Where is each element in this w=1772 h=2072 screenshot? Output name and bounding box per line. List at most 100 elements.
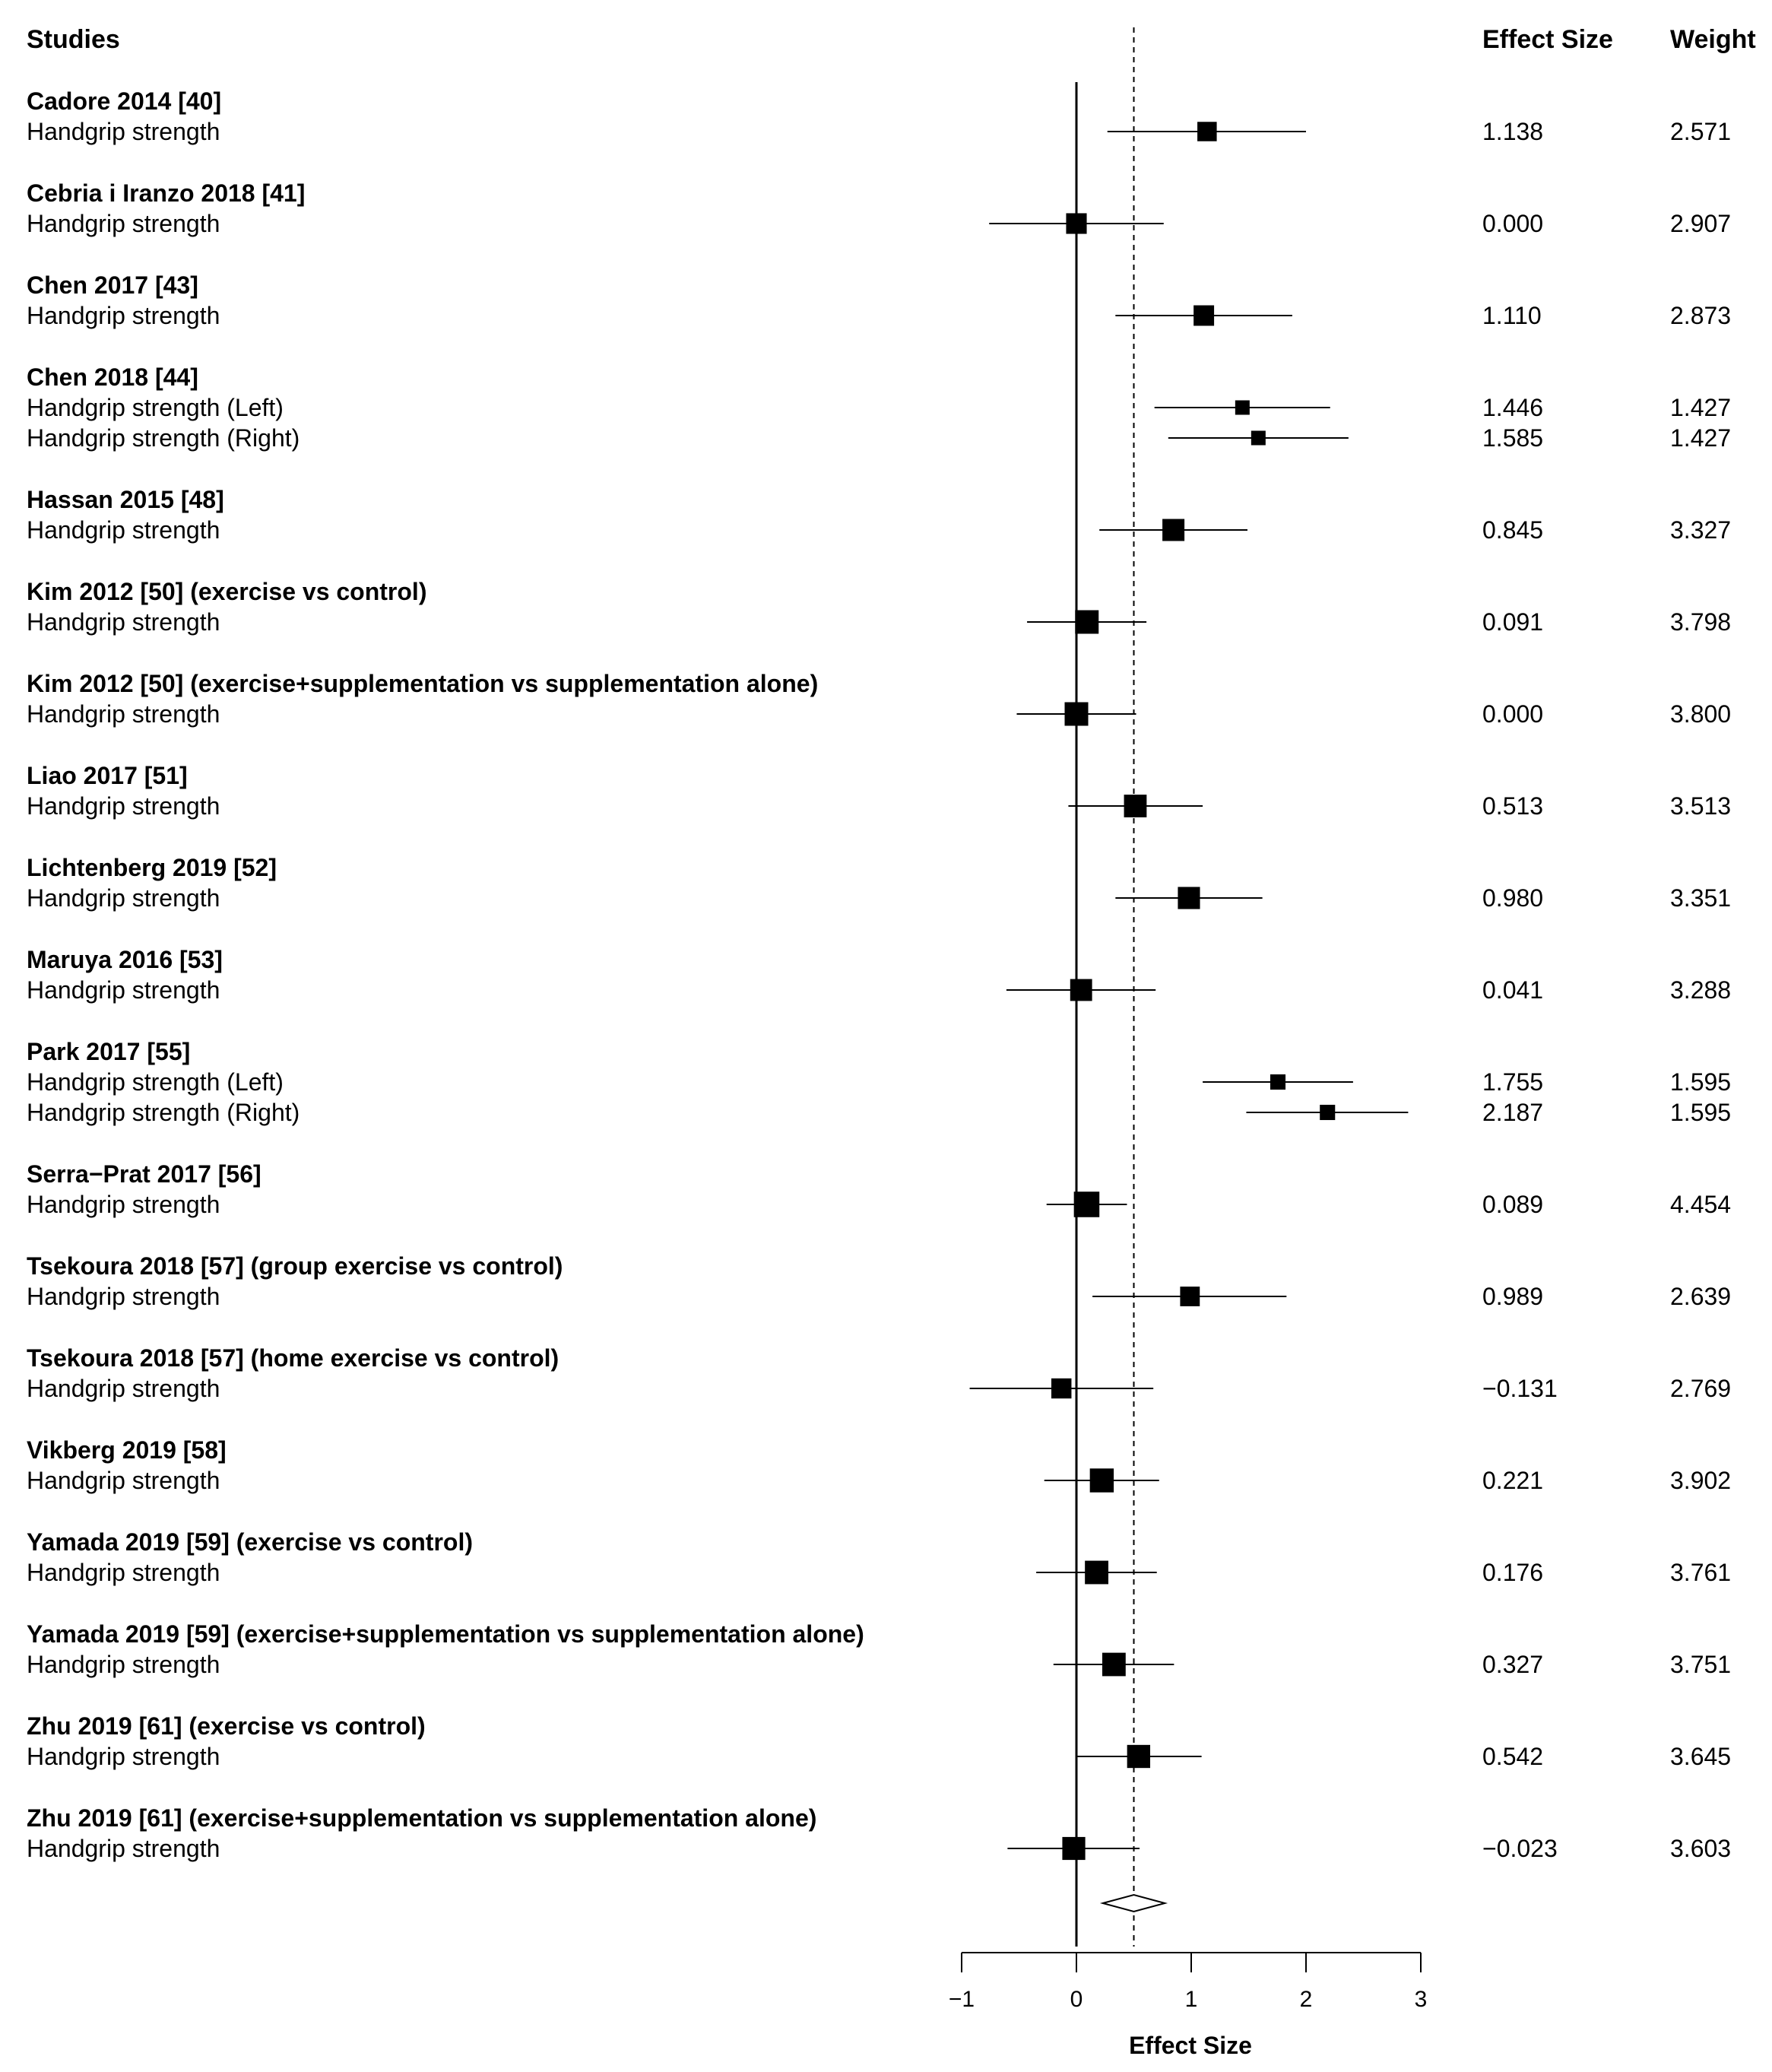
effect-size-value: 2.187 xyxy=(1482,1099,1543,1126)
study-name: Chen 2018 [44] xyxy=(27,363,198,391)
effect-size-value: 1.138 xyxy=(1482,118,1543,145)
study-name: Vikberg 2019 [58] xyxy=(27,1436,227,1464)
study-name: Cadore 2014 [40] xyxy=(27,87,221,115)
effect-size-value: −0.023 xyxy=(1482,1835,1558,1862)
study-name: Kim 2012 [50] (exercise+supplementation … xyxy=(27,670,818,697)
study-name: Yamada 2019 [59] (exercise vs control) xyxy=(27,1528,473,1556)
effect-size-value: 1.446 xyxy=(1482,394,1543,421)
effect-size-value: 0.542 xyxy=(1482,1743,1543,1770)
weight-value: 1.427 xyxy=(1670,394,1731,421)
effect-size-marker xyxy=(1270,1074,1286,1090)
outcome-label: Handgrip strength xyxy=(27,792,220,820)
effect-size-marker xyxy=(1162,519,1185,541)
outcome-label: Handgrip strength xyxy=(27,1375,220,1402)
summary-diamond xyxy=(1099,1893,1168,1913)
effect-size-marker xyxy=(1064,702,1089,726)
x-tick-label: 2 xyxy=(1300,1987,1313,2012)
weight-value: 3.800 xyxy=(1670,700,1731,728)
weight-value: 2.873 xyxy=(1670,302,1731,329)
outcome-label: Handgrip strength (Left) xyxy=(27,1068,284,1096)
outcome-label: Handgrip strength xyxy=(27,210,220,237)
effect-size-marker xyxy=(1197,122,1217,141)
effect-size-marker xyxy=(1089,1468,1114,1493)
effect-size-value: 0.989 xyxy=(1482,1283,1543,1310)
weight-value: 3.513 xyxy=(1670,792,1731,820)
x-tick-label: 0 xyxy=(1070,1987,1083,2012)
effect-size-value: 0.845 xyxy=(1482,516,1543,544)
outcome-label: Handgrip strength xyxy=(27,1559,220,1586)
outcome-label: Handgrip strength xyxy=(27,516,220,544)
study-name: Zhu 2019 [61] (exercise+supplementation … xyxy=(27,1804,816,1832)
outcome-label: Handgrip strength xyxy=(27,1651,220,1678)
study-name: Tsekoura 2018 [57] (group exercise vs co… xyxy=(27,1252,563,1280)
outcome-label: Handgrip strength xyxy=(27,302,220,329)
plot-area xyxy=(969,27,1409,1947)
effect-size-marker xyxy=(1180,1287,1200,1306)
weight-value: 3.751 xyxy=(1670,1651,1731,1678)
weight-value: 1.595 xyxy=(1670,1099,1731,1126)
effect-size-value: 0.176 xyxy=(1482,1559,1543,1586)
outcome-label: Handgrip strength xyxy=(27,608,220,636)
outcome-label: Handgrip strength xyxy=(27,700,220,728)
study-name: Serra−Prat 2017 [56] xyxy=(27,1160,262,1188)
weight-value: 3.645 xyxy=(1670,1743,1731,1770)
effect-size-marker xyxy=(1127,1744,1151,1769)
outcome-label: Handgrip strength xyxy=(27,1835,220,1862)
effect-size-marker xyxy=(1066,213,1087,234)
effect-size-marker xyxy=(1193,305,1215,326)
effect-size-value: 0.221 xyxy=(1482,1467,1543,1494)
outcome-label: Handgrip strength xyxy=(27,976,220,1004)
weight-value: 3.902 xyxy=(1670,1467,1731,1494)
study-name: Lichtenberg 2019 [52] xyxy=(27,854,277,881)
effect-size-value: 1.585 xyxy=(1482,424,1543,452)
weight-value: 3.798 xyxy=(1670,608,1731,636)
weight-value: 1.427 xyxy=(1670,424,1731,452)
effect-size-value: 0.000 xyxy=(1482,210,1543,237)
effect-size-marker xyxy=(1085,1560,1108,1585)
weight-value: 3.351 xyxy=(1670,884,1731,912)
x-tick-label: 3 xyxy=(1415,1987,1428,2012)
effect-size-marker xyxy=(1235,400,1250,415)
weight-value: 3.761 xyxy=(1670,1559,1731,1586)
effect-size-value: 0.041 xyxy=(1482,976,1543,1004)
effect-size-marker xyxy=(1051,1378,1072,1399)
effect-size-marker xyxy=(1320,1104,1336,1121)
x-tick-label: 1 xyxy=(1185,1987,1198,2012)
weight-value: 3.603 xyxy=(1670,1835,1731,1862)
effect-size-value: 0.089 xyxy=(1482,1191,1543,1218)
effect-size-marker xyxy=(1070,979,1092,1001)
weight-header: Weight xyxy=(1670,25,1756,54)
study-name: Chen 2017 [43] xyxy=(27,271,198,299)
study-name: Kim 2012 [50] (exercise vs control) xyxy=(27,578,426,605)
effect-size-value: 1.110 xyxy=(1482,302,1542,329)
weight-value: 2.907 xyxy=(1670,210,1731,237)
x-axis: −1 0 1 2 3 xyxy=(949,1952,1428,2012)
weight-value: 2.571 xyxy=(1670,118,1731,145)
studies-header: Studies xyxy=(27,25,120,54)
effect-size-marker xyxy=(1102,1652,1126,1677)
outcome-label: Handgrip strength xyxy=(27,884,220,912)
weight-value: 3.288 xyxy=(1670,976,1731,1004)
outcome-label: Handgrip strength xyxy=(27,1467,220,1494)
effect-size-value: 0.980 xyxy=(1482,884,1543,912)
study-name: Hassan 2015 [48] xyxy=(27,486,224,513)
study-rows: Cadore 2014 [40] Handgrip strength 1.138 2.… xyxy=(27,87,1731,1862)
effect-size-value: 0.000 xyxy=(1482,700,1543,728)
effect-size-value: 1.755 xyxy=(1482,1068,1543,1096)
effect-size-value: 0.513 xyxy=(1482,792,1543,820)
effect-size-marker xyxy=(1073,1191,1100,1217)
effect-size-marker xyxy=(1178,887,1200,909)
weight-value: 2.639 xyxy=(1670,1283,1731,1310)
outcome-label: Handgrip strength (Right) xyxy=(27,1099,300,1126)
effect-size-marker xyxy=(1251,430,1266,446)
study-name: Maruya 2016 [53] xyxy=(27,946,223,973)
outcome-label: Handgrip strength (Right) xyxy=(27,424,300,452)
outcome-label: Handgrip strength xyxy=(27,1743,220,1770)
study-name: Cebria i Iranzo 2018 [41] xyxy=(27,179,305,207)
weight-value: 2.769 xyxy=(1670,1375,1731,1402)
weight-value: 3.327 xyxy=(1670,516,1731,544)
outcome-label: Handgrip strength (Left) xyxy=(27,394,284,421)
study-name: Park 2017 [55] xyxy=(27,1038,190,1065)
outcome-label: Handgrip strength xyxy=(27,118,220,145)
